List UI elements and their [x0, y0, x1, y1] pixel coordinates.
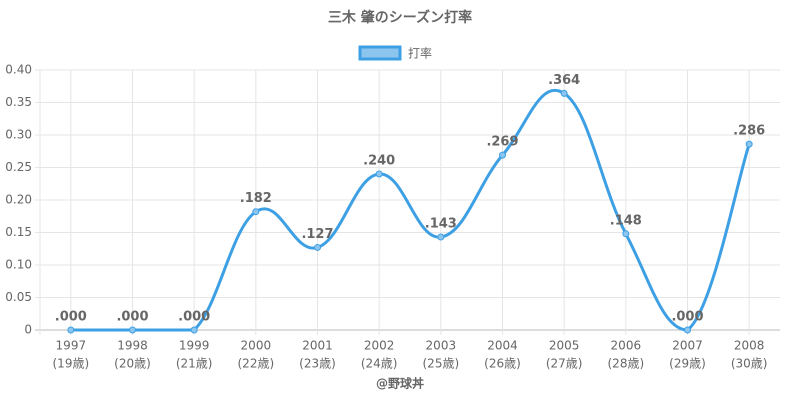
x-tick-label: 2000 [241, 339, 272, 353]
data-label: .148 [610, 213, 642, 228]
x-tick-label: 2008 [734, 339, 765, 353]
y-tick-label: 0.40 [5, 63, 32, 77]
x-tick-label: (20歳) [114, 357, 151, 371]
data-label: .000 [671, 310, 703, 325]
x-tick-label: (30歳) [731, 357, 768, 371]
legend-label: 打率 [408, 46, 432, 61]
y-tick-label: 0.10 [5, 258, 32, 272]
point [67, 326, 75, 334]
x-tick-label: (21歳) [176, 357, 213, 371]
x-tick-label: 2002 [364, 339, 395, 353]
x-tick-label: 2007 [672, 339, 703, 353]
footer: @野球丼 [376, 376, 424, 391]
point [190, 326, 198, 334]
point [684, 326, 691, 334]
y-tick-label: 0.15 [5, 225, 32, 239]
x-tick-label: 2003 [426, 339, 457, 353]
point [745, 140, 753, 148]
point [252, 208, 260, 216]
data-label: .000 [116, 310, 148, 325]
point [437, 233, 445, 241]
data-label: .182 [240, 191, 272, 206]
data-label: .286 [733, 124, 765, 139]
x-tick-label: (25歳) [423, 357, 460, 371]
x-tick-label: 2001 [302, 339, 333, 353]
point [622, 230, 630, 238]
x-tick-label: (27歳) [546, 357, 583, 371]
point [560, 89, 568, 97]
x-tick-label: 1999 [179, 339, 210, 353]
y-tick-label: 0.35 [5, 95, 32, 109]
chart-title: 三木 肇のシーズン打率 [328, 9, 472, 26]
legend-swatch [358, 45, 402, 61]
x-tick-label: 1997 [56, 339, 87, 353]
y-tick-label: 0.20 [5, 193, 32, 207]
data-label: .240 [363, 154, 395, 169]
y-tick-label: 0.30 [5, 128, 32, 142]
x-tick-label: 1998 [117, 339, 148, 353]
y-tick-label: 0.05 [5, 290, 32, 304]
y-tick-label: 0.25 [5, 160, 32, 174]
point [129, 326, 136, 334]
point [375, 170, 383, 178]
x-tick-label: (29歳) [669, 357, 706, 371]
x-tick-label: (19歳) [53, 357, 90, 371]
point [314, 243, 321, 251]
data-label: .143 [425, 217, 457, 232]
y-tick-label: 0 [24, 323, 32, 337]
x-tick-label: (23歳) [299, 357, 336, 371]
data-label: .269 [486, 135, 518, 150]
x-tick-label: (26歳) [484, 357, 521, 371]
line [70, 89, 751, 332]
data-label: .364 [548, 73, 580, 88]
data-label: .000 [55, 310, 87, 325]
x-tick-label: 2006 [611, 339, 642, 353]
x-tick-label: 2005 [549, 339, 580, 353]
data-label: .127 [301, 227, 333, 242]
x-tick-label: 2004 [487, 339, 518, 353]
data-label: .000 [178, 310, 210, 325]
x-tick-label: (24歳) [361, 357, 398, 371]
x-tick-label: (28歳) [608, 357, 645, 371]
x-tick-label: (22歳) [238, 357, 275, 371]
point [499, 151, 506, 159]
